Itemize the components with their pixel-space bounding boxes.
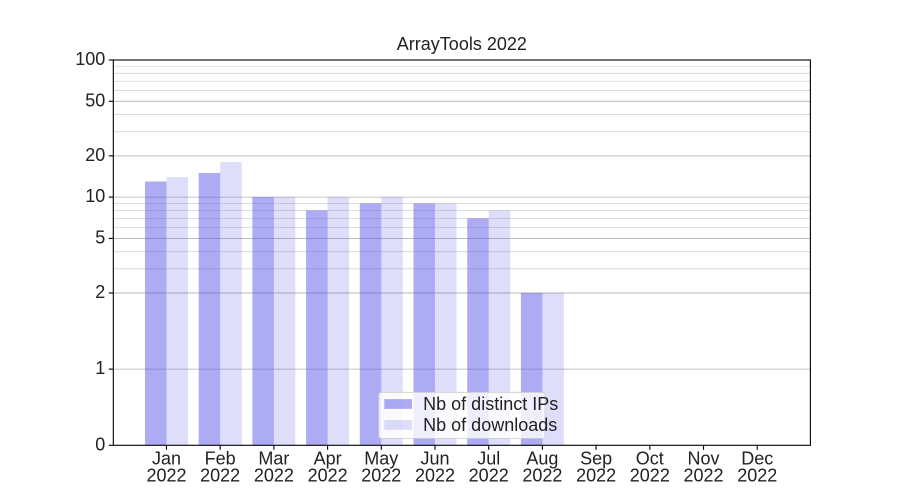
svg-text:1: 1: [95, 358, 105, 378]
svg-text:0: 0: [95, 434, 105, 454]
svg-text:Nb of distinct IPs: Nb of distinct IPs: [423, 394, 558, 414]
svg-text:5: 5: [95, 227, 105, 247]
svg-text:10: 10: [85, 186, 105, 206]
svg-text:2022: 2022: [200, 465, 240, 485]
svg-text:2022: 2022: [361, 465, 401, 485]
svg-text:2022: 2022: [630, 465, 670, 485]
svg-text:2022: 2022: [684, 465, 724, 485]
svg-text:100: 100: [75, 49, 105, 69]
svg-text:2022: 2022: [308, 465, 348, 485]
svg-text:2022: 2022: [737, 465, 777, 485]
svg-text:2: 2: [95, 282, 105, 302]
svg-text:50: 50: [85, 90, 105, 110]
svg-text:2022: 2022: [576, 465, 616, 485]
svg-text:2022: 2022: [522, 465, 562, 485]
svg-text:2022: 2022: [415, 465, 455, 485]
svg-text:ArrayTools 2022: ArrayTools 2022: [397, 34, 527, 54]
svg-text:2022: 2022: [254, 465, 294, 485]
svg-text:20: 20: [85, 145, 105, 165]
svg-text:2022: 2022: [146, 465, 186, 485]
svg-text:Nb of downloads: Nb of downloads: [423, 415, 557, 435]
svg-text:2022: 2022: [469, 465, 509, 485]
